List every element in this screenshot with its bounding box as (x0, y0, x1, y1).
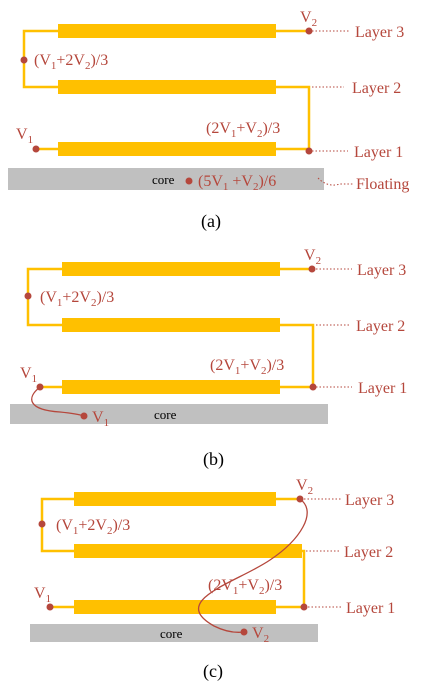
panel-b-label-v1: V1 (20, 365, 37, 385)
panel-b-label-layer1: Layer 1 (358, 380, 407, 397)
panel-a-node-v1 (32, 145, 40, 153)
panel-c-core (30, 624, 318, 642)
panel-c-label-v2-core: V2 (252, 625, 269, 645)
panel-c-label-layer3: Layer 3 (345, 492, 394, 509)
panel-a-label-v1: V1 (16, 126, 33, 146)
panel-c: core V2 Layer 3 (V1+2V2)/3 Layer 2 V1 (2… (30, 477, 395, 682)
panel-c-plate-layer3 (74, 492, 276, 506)
panel-c-core-label: core (160, 626, 183, 641)
panel-a-label-mid-upper: (V1+2V2)/3 (34, 52, 108, 72)
panel-a-node-mid-upper (20, 56, 28, 64)
panel-c-label-layer2: Layer 2 (344, 544, 393, 561)
panel-c-caption: (c) (203, 661, 223, 682)
panel-a-caption: (a) (201, 211, 221, 232)
panel-a-plate-layer2 (58, 80, 276, 94)
panel-a-label-floating-core: (5V1 +V2)/6 (198, 173, 276, 193)
panel-a-node-core (185, 177, 193, 185)
panel-a-plate-layer1 (58, 142, 276, 156)
panel-b-node-v2 (308, 265, 316, 273)
panel-a-leader-floating (317, 177, 354, 186)
panel-c-label-v1: V1 (34, 585, 51, 605)
panel-b-label-v2: V2 (304, 247, 321, 267)
panel-a-trace-right (276, 85, 311, 151)
panel-b-trace-right (280, 323, 315, 389)
panel-c-plate-layer1 (74, 600, 276, 614)
panel-c-node-mid-lower (300, 603, 308, 611)
panel-b-plate-layer3 (62, 262, 280, 276)
panel-b-node-mid-upper (24, 292, 32, 300)
panel-c-trace-right (276, 549, 306, 609)
panel-a-core (8, 168, 324, 190)
panel-c-label-layer1: Layer 1 (346, 600, 395, 617)
panel-a-label-layer1: Layer 1 (354, 144, 403, 161)
panel-b-plate-layer2 (62, 318, 280, 332)
panel-a-label-mid-lower: (2V1+V2)/3 (206, 120, 280, 140)
panel-a-node-mid-lower (305, 147, 313, 155)
panel-a-label-layer2: Layer 2 (352, 80, 401, 97)
panel-c-label-mid-lower: (2V1+V2)/3 (208, 577, 282, 597)
panel-b-label-layer2: Layer 2 (356, 318, 405, 335)
panel-b-wire-v1-core (31, 386, 85, 417)
panel-a-label-v2: V2 (300, 9, 317, 29)
panel-b-label-v1-core: V1 (92, 409, 109, 429)
panel-a-label-floating: Floating (356, 176, 409, 193)
panel-b-label-mid-upper: (V1+2V2)/3 (40, 289, 114, 309)
panel-b-label-layer3: Layer 3 (357, 262, 406, 279)
panel-c-label-v2: V2 (296, 477, 313, 497)
panel-c-label-mid-upper: (V1+2V2)/3 (56, 517, 130, 537)
panel-c-node-mid-upper (38, 520, 46, 528)
panel-a-plate-layer3 (58, 24, 276, 38)
panel-b: core V2 Layer 3 (V1+2V2)/3 Layer 2 V1 (2… (10, 247, 407, 470)
panel-b-core (10, 404, 328, 424)
panel-c-wire-v2-core (197, 498, 308, 633)
panel-b-node-mid-lower (309, 383, 317, 391)
panel-a-label-layer3: Layer 3 (355, 24, 404, 41)
panel-c-node-v1 (46, 603, 54, 611)
panel-b-plate-layer1 (62, 380, 280, 394)
panel-a: core V2 Layer 3 (V1+2V2)/3 Layer 2 V1 (2… (8, 9, 409, 232)
panel-b-caption: (b) (203, 449, 224, 470)
panel-b-core-label: core (154, 407, 177, 422)
panel-c-plate-layer2 (74, 544, 302, 558)
panel-a-core-label: core (152, 172, 175, 187)
panel-b-label-mid-lower: (2V1+V2)/3 (210, 357, 284, 377)
panel-a-node-v2 (305, 27, 313, 35)
